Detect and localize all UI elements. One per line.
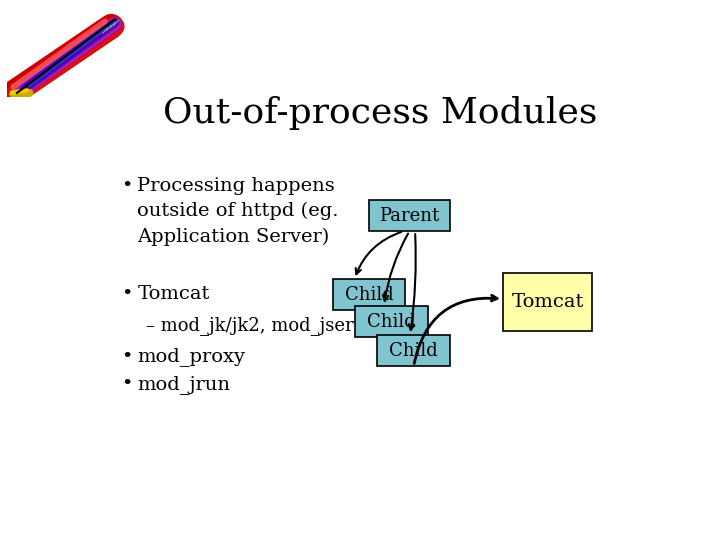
FancyBboxPatch shape <box>333 279 405 310</box>
FancyBboxPatch shape <box>503 273 593 331</box>
Text: mod_jrun: mod_jrun <box>138 375 230 394</box>
Text: Child: Child <box>390 342 438 360</box>
Text: mod_proxy: mod_proxy <box>138 348 246 367</box>
Text: Processing happens
outside of httpd (eg.
Application Server): Processing happens outside of httpd (eg.… <box>138 177 339 246</box>
Text: Child: Child <box>367 313 415 330</box>
Text: – mod_jk/jk2, mod_jserv: – mod_jk/jk2, mod_jserv <box>145 316 364 335</box>
Text: Tomcat: Tomcat <box>138 285 210 303</box>
Text: Parent: Parent <box>379 206 440 225</box>
Text: Out-of-process Modules: Out-of-process Modules <box>163 96 598 130</box>
Text: Child: Child <box>345 286 393 303</box>
FancyBboxPatch shape <box>369 200 450 231</box>
FancyBboxPatch shape <box>355 306 428 337</box>
Text: •: • <box>121 348 132 366</box>
Text: •: • <box>121 285 132 303</box>
Text: •: • <box>121 375 132 393</box>
FancyBboxPatch shape <box>377 335 450 366</box>
Text: Tomcat: Tomcat <box>511 293 584 311</box>
Text: •: • <box>121 177 132 195</box>
